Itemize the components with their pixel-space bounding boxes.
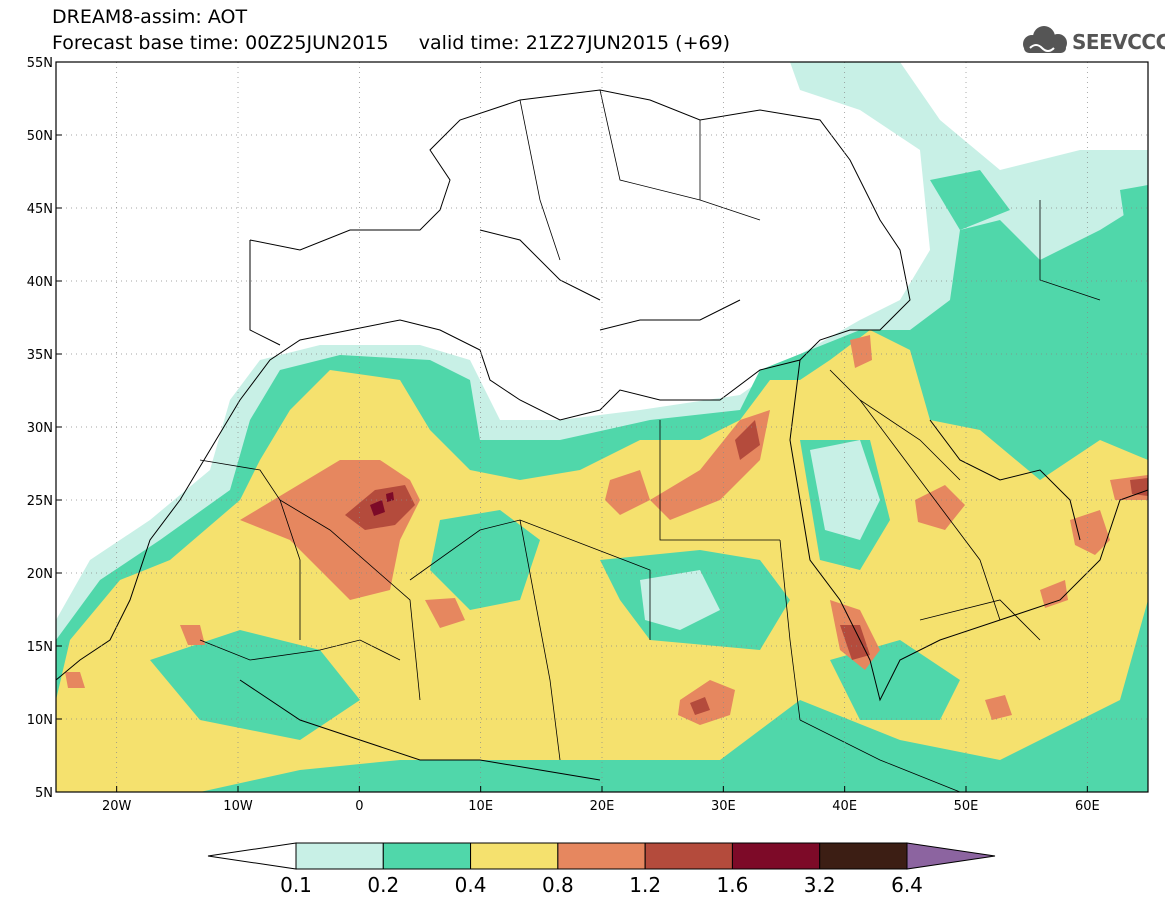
lon-tick-label: 10E	[468, 799, 493, 814]
lat-tick-label: 30N	[27, 421, 53, 436]
lat-tick-label: 40N	[27, 275, 53, 290]
lat-tick-label: 35N	[27, 348, 53, 363]
lon-tick-label: 20E	[590, 799, 615, 814]
colorbar-label: 1.2	[629, 873, 661, 897]
graticule	[56, 62, 1148, 792]
axis-ticks: 20W 10W 0 10E 20E 30E 40E 50E 60E 5N 10N 15N 20N 25N 3…	[27, 56, 1100, 814]
colorbar-cell	[470, 842, 559, 870]
lon-tick-label: 20W	[102, 799, 132, 814]
lat-tick-label: 5N	[35, 786, 53, 801]
lon-tick-label: 60E	[1075, 799, 1100, 814]
colorbar-label: 0.1	[280, 873, 312, 897]
coastlines	[56, 89, 1148, 781]
colorbar-cell	[731, 842, 821, 870]
colorbar-cell	[295, 842, 384, 870]
lon-tick-label: 50E	[954, 799, 979, 814]
lat-tick-label: 15N	[27, 640, 53, 655]
colorbar-label: 1.6	[717, 873, 749, 897]
colorbar-label: 0.4	[455, 873, 487, 897]
map-title: DREAM8-assim: AOT	[52, 6, 248, 28]
lat-tick-label: 20N	[27, 567, 53, 582]
lon-tick-label: 0	[355, 799, 363, 814]
lat-tick-label: 50N	[27, 129, 53, 144]
aot-contour-0.1-0.2-holes	[640, 440, 880, 630]
colorbar-max-arrow	[906, 842, 996, 870]
lon-tick-label: 30E	[711, 799, 736, 814]
colorbar-cell	[557, 842, 646, 870]
country-borders	[199, 89, 1101, 792]
colorbar-label: 0.2	[367, 873, 399, 897]
colorbar-label: 3.2	[804, 873, 836, 897]
colorbar-label: 0.8	[542, 873, 574, 897]
aot-contour-1.6-3.2	[370, 492, 394, 516]
lon-tick-label: 40E	[832, 799, 857, 814]
cloud-logo-icon	[1023, 26, 1067, 53]
lat-tick-label: 55N	[27, 56, 53, 71]
lat-tick-label: 10N	[27, 713, 53, 728]
lat-tick-label: 25N	[27, 494, 53, 509]
colorbar-cell	[819, 842, 908, 870]
colorbar-label: 6.4	[891, 873, 923, 897]
colorbar-min-arrow	[207, 842, 297, 870]
forecast-time-subtitle: Forecast base time: 00Z25JUN2015 valid t…	[52, 32, 731, 54]
colorbar-cell	[644, 842, 733, 870]
lon-tick-label: 10W	[223, 799, 253, 814]
logo-text: SEEVCCC	[1072, 30, 1165, 54]
lat-tick-label: 45N	[27, 202, 53, 217]
colorbar-cell	[382, 842, 472, 870]
